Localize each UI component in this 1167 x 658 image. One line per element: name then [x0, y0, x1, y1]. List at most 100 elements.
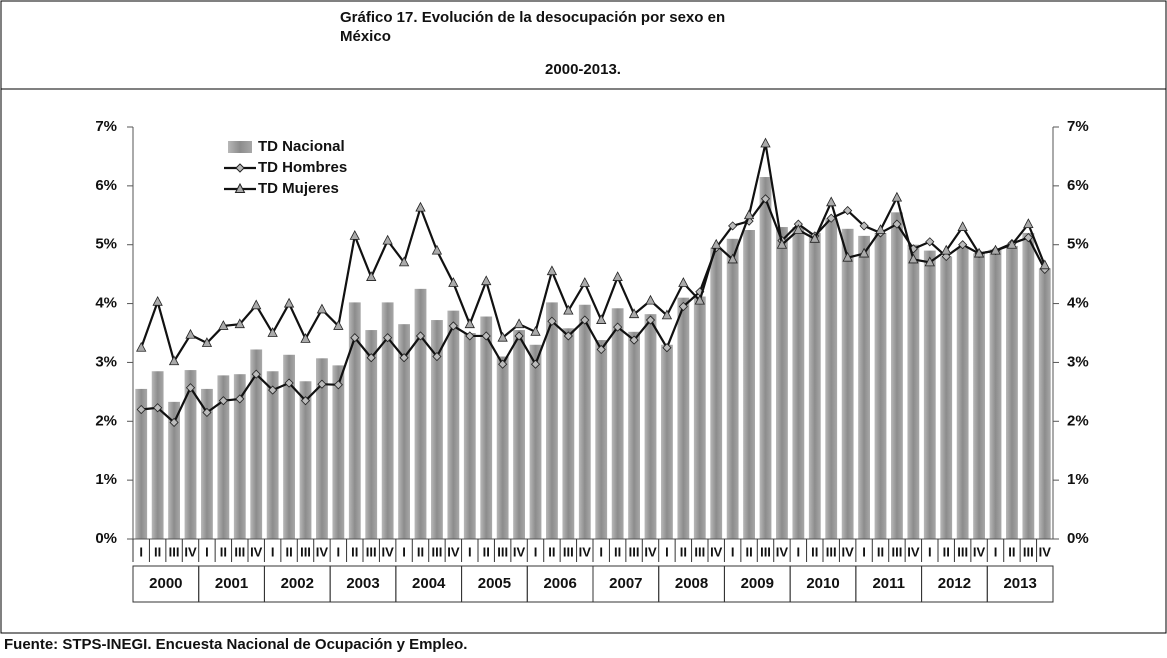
y2-tick-label: 0% — [1067, 530, 1089, 547]
year-label: 2008 — [675, 575, 708, 592]
marker-diamond — [465, 331, 475, 341]
marker-triangle — [398, 256, 410, 267]
x-tick-label: IV — [973, 544, 986, 559]
marker-triangle — [628, 308, 640, 319]
marker-diamond — [728, 221, 738, 231]
x-tick-label: I — [797, 544, 801, 559]
x-tick-label: I — [139, 544, 143, 559]
bar — [792, 227, 805, 540]
bar — [250, 349, 263, 539]
y2-tick-label: 1% — [1067, 471, 1089, 488]
marker-triangle — [612, 271, 623, 281]
x-tick-label: I — [862, 544, 866, 559]
bar — [907, 244, 920, 539]
marker-triangle — [941, 244, 952, 255]
x-tick-label: III — [826, 544, 837, 559]
marker-diamond — [678, 301, 688, 312]
marker-triangle — [267, 327, 278, 337]
bar — [233, 374, 246, 539]
marker-triangle — [563, 304, 574, 315]
marker-triangle — [661, 309, 673, 320]
legend-label: TD Nacional — [258, 138, 345, 155]
x-tick-label: I — [928, 544, 932, 559]
marker-triangle — [316, 303, 328, 314]
bar — [316, 358, 328, 539]
x-tick-label: III — [432, 544, 443, 559]
marker-triangle — [464, 318, 475, 329]
x-tick-label: IV — [907, 544, 920, 559]
marker-triangle — [136, 341, 147, 352]
x-tick-label: IV — [710, 544, 723, 559]
marker-triangle — [530, 325, 541, 336]
marker-triangle — [743, 209, 755, 220]
marker-diamond — [350, 333, 360, 343]
bar — [398, 324, 410, 539]
y-tick-label: 3% — [95, 353, 117, 370]
y2-tick-label: 6% — [1067, 177, 1089, 194]
x-tick-label: III — [169, 544, 180, 559]
x-tick-label: II — [351, 544, 358, 559]
marker-diamond — [892, 219, 902, 229]
x-tick-label: III — [629, 544, 640, 559]
marker-triangle — [415, 201, 426, 212]
x-tick-label: IV — [579, 544, 592, 559]
x-tick-label: II — [745, 544, 752, 559]
x-tick-label: III — [366, 544, 377, 559]
bar — [184, 370, 197, 539]
bar — [611, 308, 624, 539]
y2-tick-label: 5% — [1067, 236, 1089, 253]
bar — [168, 401, 180, 539]
marker-triangle — [546, 265, 558, 276]
year-cell — [986, 565, 1054, 603]
bar — [841, 228, 854, 539]
marker-triangle — [333, 320, 344, 330]
marker-diamond — [580, 315, 590, 325]
x-tick-label: IV — [381, 544, 394, 559]
bar — [217, 375, 230, 539]
x-tick-label: III — [760, 544, 771, 559]
year-label: 2007 — [609, 575, 642, 592]
x-tick-label: III — [234, 544, 245, 559]
marker-triangle — [579, 277, 590, 287]
legend-label: TD Mujeres — [258, 180, 339, 197]
marker-triangle — [1039, 259, 1050, 270]
x-tick-label: I — [665, 544, 669, 559]
marker-triangle — [875, 224, 886, 234]
y-tick-label: 4% — [95, 295, 117, 312]
bar — [151, 371, 164, 539]
y-tick-label: 2% — [95, 412, 117, 429]
marker-triangle — [924, 256, 935, 267]
bar — [135, 388, 148, 539]
marker-triangle — [152, 295, 163, 306]
source-note: Fuente: STPS-INEGI. Encuesta Nacional de… — [4, 636, 467, 653]
bar — [628, 331, 640, 539]
marker-diamond — [958, 240, 968, 250]
bar — [414, 288, 427, 539]
bar — [808, 232, 821, 539]
marker-diamond — [268, 385, 278, 395]
marker-diamond — [235, 394, 245, 404]
bar — [201, 388, 213, 539]
x-tick-label: I — [731, 544, 735, 559]
bar — [891, 212, 903, 540]
bar — [825, 218, 838, 539]
x-tick-label: I — [271, 544, 275, 559]
marker-triangle — [776, 238, 788, 249]
bar — [283, 354, 295, 539]
chart-subtitle: 2000-2013. — [545, 61, 621, 78]
y2-tick-label: 4% — [1067, 295, 1089, 312]
y-tick-label: 5% — [95, 236, 117, 253]
x-tick-label: I — [994, 544, 998, 559]
bar — [365, 330, 378, 539]
bar — [693, 296, 706, 539]
marker-triangle — [1023, 218, 1034, 229]
year-label: 2011 — [872, 575, 905, 592]
year-label: 2001 — [215, 575, 248, 592]
x-tick-label: III — [957, 544, 968, 559]
bar — [956, 247, 969, 539]
x-tick-label: IV — [513, 544, 526, 559]
bar — [644, 314, 657, 539]
x-tick-label: II — [548, 544, 555, 559]
